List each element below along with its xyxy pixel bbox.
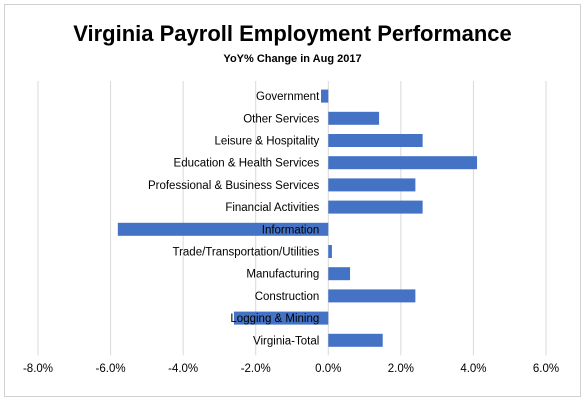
x-axis-tick-labels: -8.0% -6.0% -4.0% -2.0% 0.0% 2.0% 4.0% 6.0% <box>23 363 559 375</box>
category-label-5: Financial Activities <box>225 202 319 214</box>
bar-10 <box>233 311 329 325</box>
category-label-11: Virginia-Total <box>253 335 319 347</box>
bar-11 <box>328 333 383 347</box>
chart-frame: Virginia Payroll Employment Performance … <box>4 4 581 397</box>
bars <box>117 89 478 347</box>
x-tick-label-2: -4.0% <box>168 363 198 375</box>
category-label-2: Leisure & Hospitality <box>214 136 319 148</box>
x-tick-label-4: 0.0% <box>315 363 341 375</box>
bar-9 <box>328 289 416 303</box>
category-label-0: Government <box>256 91 320 103</box>
x-tick-label-1: -6.0% <box>96 363 126 375</box>
category-label-9: Construction <box>255 291 320 303</box>
category-label-1: Other Services <box>243 113 319 125</box>
category-label-6: Information <box>262 224 320 236</box>
bar-1 <box>328 111 380 125</box>
category-label-10: Logging & Mining <box>230 313 319 325</box>
chart-subtitle: YoY% Change in Aug 2017 <box>223 53 362 65</box>
bar-2 <box>328 134 423 147</box>
bar-chart-plot: Government Other Services Leisure & Hospit… <box>23 81 559 375</box>
category-label-7: Trade/Transportation/Utilities <box>172 247 319 259</box>
category-label-3: Education & Health Services <box>174 158 320 170</box>
gridlines <box>37 81 547 356</box>
x-tick-label-7: 6.0% <box>533 363 559 375</box>
bar-3 <box>328 156 478 170</box>
category-label-8: Manufacturing <box>246 269 319 281</box>
bar-6 <box>117 222 329 236</box>
bar-8 <box>328 267 351 281</box>
x-tick-label-3: -2.0% <box>241 363 271 375</box>
bar-4 <box>328 178 416 192</box>
bar-7 <box>328 245 332 258</box>
bar-0 <box>321 89 329 103</box>
x-tick-label-5: 2.0% <box>388 363 414 375</box>
x-tick-label-6: 4.0% <box>460 363 486 375</box>
category-label-4: Professional & Business Services <box>148 180 320 192</box>
bar-5 <box>328 200 423 214</box>
category-labels: Government Other Services Leisure & Hospit… <box>148 91 320 347</box>
chart-title: Virginia Payroll Employment Performance <box>73 21 512 46</box>
x-tick-label-0: -8.0% <box>23 363 53 375</box>
